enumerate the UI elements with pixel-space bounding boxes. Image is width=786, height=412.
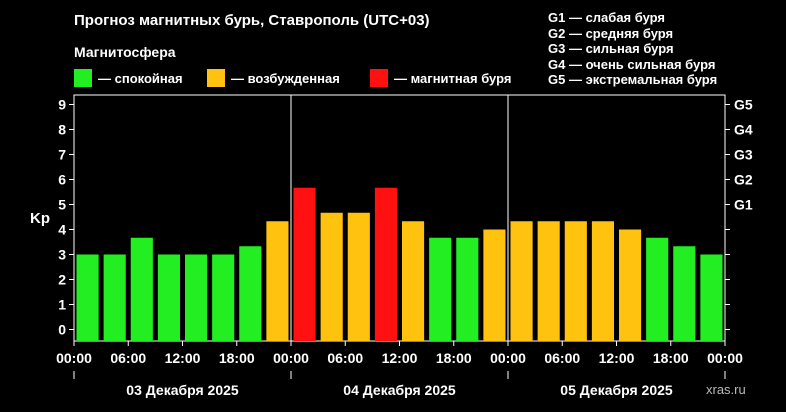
legend-label-quiet: — спокойная [98,70,183,86]
g-scale-item-g4: G4 — очень сильная буря [548,56,716,72]
bar [347,212,370,341]
legend-item-storm: — магнитная буря [370,68,511,88]
bar [646,237,669,341]
g-tick-label: G1 [734,197,753,213]
day-label: 04 Декабря 2025 [343,382,456,398]
bar [266,221,289,341]
x-tick-label: 18:00 [219,350,255,366]
legend-swatch-storm [370,69,388,87]
y-tick-label: 0 [58,322,66,338]
bar [673,246,696,341]
y-tick-label: 3 [58,247,66,263]
bar [619,229,642,341]
y-tick-label: 4 [58,222,66,238]
bar [293,187,316,341]
bar [456,237,479,341]
legend-swatch-quiet [74,69,92,87]
x-tick-label: 00:00 [273,350,309,366]
g-scale-item-g2: G2 — средняя буря [548,25,674,41]
bar [320,212,343,341]
bar [510,221,533,341]
bar [130,237,153,341]
legend-heading: Магнитосфера [74,44,176,60]
watermark: xras.ru [706,382,746,397]
bar [157,254,180,341]
g-scale-legend: G1 — слабая буря G2 — средняя буря G3 — … [548,10,717,88]
g-scale-item-g5: G5 — экстремальная буря [548,72,718,87]
y-tick-label: 9 [58,97,66,113]
legend-label-active: — возбужденная [231,70,340,86]
x-tick-label: 00:00 [490,350,526,366]
day-label: 03 Декабря 2025 [126,382,239,398]
chart-title: Прогноз магнитных бурь, Ставрополь (UTC+… [74,12,430,29]
x-tick-label: 06:00 [110,350,146,366]
g-tick-label: G5 [734,97,753,113]
bar [402,221,425,341]
y-tick-label: 5 [58,197,66,213]
bar [239,246,262,341]
x-tick-label: 00:00 [707,350,743,366]
g-scale-item-g1: G1 — слабая буря [548,10,666,25]
day-label: 05 Декабря 2025 [560,382,673,398]
x-tick-label: 18:00 [653,350,689,366]
y-tick-label: 2 [58,272,66,288]
g-tick-label: G4 [734,122,753,138]
g-scale-item-g3: G3 — сильная буря [548,41,674,56]
bar [483,229,506,341]
legend-item-quiet: — спокойная [74,68,183,88]
bar [76,254,99,341]
bar [212,254,235,341]
legend-item-active: — возбужденная [207,68,340,88]
y-tick-label: 7 [58,147,66,163]
bar [537,221,560,341]
y-tick-label: 8 [58,122,66,138]
x-tick-label: 12:00 [382,350,418,366]
legend-label-storm: — магнитная буря [394,70,512,86]
bar [185,254,208,341]
g-tick-label: G3 [734,147,753,163]
y-tick-label: 6 [58,172,66,188]
y-axis-label: Kp [30,210,50,227]
bar [429,237,452,341]
bar [374,187,397,341]
bar [700,254,723,341]
bar [591,221,614,341]
y-tick-label: 1 [58,297,66,313]
x-tick-label: 00:00 [56,350,92,366]
x-tick-label: 12:00 [599,350,635,366]
x-tick-label: 18:00 [436,350,472,366]
bar [564,221,587,341]
x-tick-label: 06:00 [544,350,580,366]
bar [103,254,126,341]
x-tick-label: 06:00 [327,350,363,366]
g-tick-label: G2 [734,172,753,188]
x-tick-label: 12:00 [165,350,201,366]
legend-swatch-active [207,69,225,87]
